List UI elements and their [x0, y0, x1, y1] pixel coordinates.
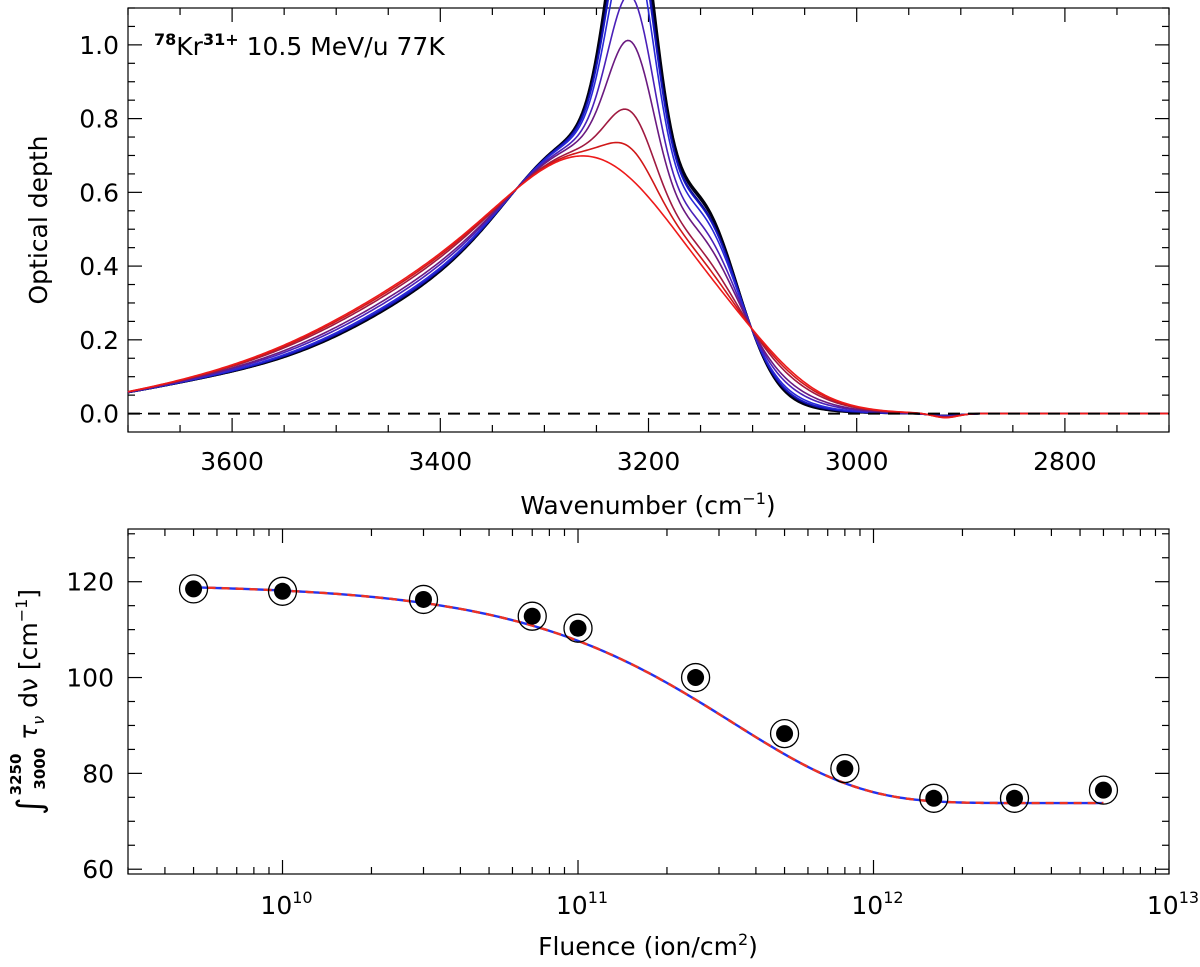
data-point-5 [569, 619, 587, 637]
data-point-ring-1 [178, 574, 209, 604]
data-point-2 [274, 582, 292, 600]
fluence-plot-frame [127, 528, 1170, 875]
spectrum-y-axis-title: Optical depth [24, 135, 53, 304]
data-point-6 [687, 669, 705, 687]
fluence-y-tick-label: 100 [66, 664, 114, 693]
spectrum-line-F9 [127, 108, 1169, 418]
spectrum-x-tick-label: 2800 [1033, 447, 1097, 476]
spectrum-line-F10 [127, 141, 1169, 419]
data-point-11 [1094, 781, 1112, 799]
data-point-ring-6 [680, 662, 711, 693]
fit-curve-red-dashed [193, 586, 1104, 805]
fluence-x-tick-label: 1010 [260, 888, 312, 920]
spectrum-line-F8 [127, 39, 1169, 418]
fluence-y-axis-title: ∫3250 3000τν dν [cm−1] [7, 589, 50, 815]
fluence-x-axis-title: Fluence (ion/cm2) [538, 930, 758, 961]
fluence-chart: 60 80 100 120 1010 1011 1012 1013 Fluenc… [7, 528, 1199, 961]
spectrum-line-F5 [127, 0, 1169, 417]
fluence-axis-ticks [127, 529, 1170, 874]
spectrum-chart: 0.0 0.2 0.4 0.6 0.8 1.0 3600 3400 3200 3… [24, 0, 1170, 520]
fit-curve-blue [193, 586, 1104, 805]
spectrum-y-tick-label: 0.4 [79, 252, 119, 281]
fluence-y-tick-label: 120 [66, 568, 114, 597]
data-point-ring-2 [267, 576, 298, 606]
data-point-3 [414, 590, 432, 608]
spectrum-y-tick-label: 0.8 [79, 105, 119, 134]
data-point-ring-3 [408, 584, 439, 615]
spectrum-x-tick-label: 3400 [408, 447, 472, 476]
data-point-9 [925, 789, 943, 807]
data-point-ring-4 [517, 601, 547, 631]
spectrum-axis-ticks [127, 7, 1170, 432]
data-point-ring-5 [563, 613, 593, 643]
fluence-y-tick-label: 60 [82, 855, 114, 884]
data-point-ring-7 [769, 718, 800, 749]
spectrum-x-tick-label: 3600 [200, 447, 264, 476]
data-point-10 [1005, 789, 1023, 807]
spectrum-y-tick-label: 0.6 [79, 178, 119, 207]
data-point-4 [523, 607, 541, 625]
ion-beam-annotation: 78Kr31+ 10.5 MeV/u 77K [154, 30, 445, 61]
spectrum-plot-frame [127, 7, 1170, 433]
data-point-ring-10 [999, 783, 1030, 813]
spectrum-line-F6 [127, 0, 1169, 417]
spectrum-y-tick-label: 0.2 [79, 326, 119, 355]
data-point-1 [185, 580, 203, 598]
data-point-8 [836, 760, 854, 778]
data-point-7 [776, 725, 794, 743]
spectrum-line-F11 [127, 155, 1169, 419]
spectrum-x-tick-label: 3000 [825, 447, 889, 476]
fluence-x-tick-label: 1012 [851, 888, 903, 920]
spectrum-y-tick-label: 1.0 [79, 31, 119, 60]
spectrum-x-tick-label: 3200 [617, 447, 681, 476]
spectrum-x-axis-title: Wavenumber (cm−1) [520, 489, 775, 520]
fluence-y-tick-label: 80 [82, 759, 114, 788]
fluence-data-points [178, 574, 1119, 813]
data-point-ring-8 [830, 753, 860, 784]
data-point-ring-11 [1088, 775, 1119, 805]
fluence-x-tick-label: 1013 [1147, 888, 1199, 920]
data-point-ring-9 [919, 783, 949, 813]
spectrum-series-group [127, 0, 1169, 419]
spectrum-y-tick-label: 0.0 [79, 400, 119, 429]
fluence-x-tick-label: 1011 [556, 888, 608, 920]
